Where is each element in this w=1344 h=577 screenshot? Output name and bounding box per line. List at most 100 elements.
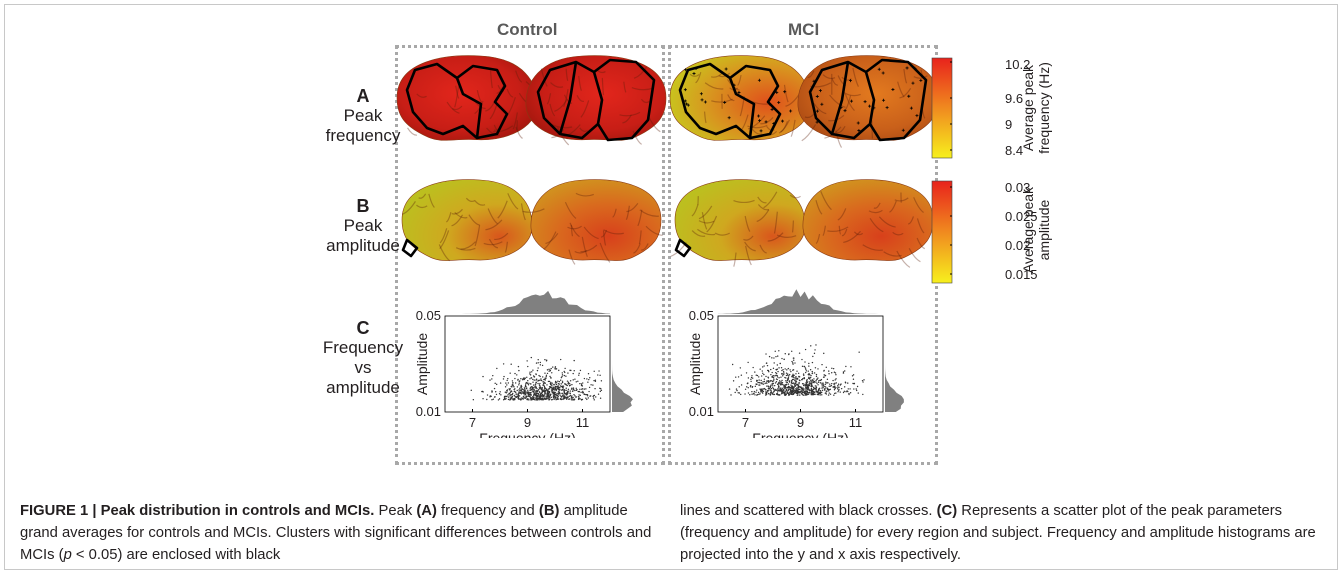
data-point (545, 360, 548, 362)
data-point (780, 389, 783, 391)
data-point (814, 387, 816, 389)
brain-sulcus (522, 208, 545, 213)
data-point (551, 372, 553, 374)
cbar2-title: Average peak amplitude (1020, 185, 1052, 275)
data-point (486, 394, 489, 396)
brain-sulcus (747, 115, 766, 130)
data-point (810, 380, 812, 383)
data-point (587, 397, 589, 399)
data-point (512, 381, 514, 384)
data-point (789, 369, 791, 371)
data-point (775, 368, 777, 371)
data-point (805, 383, 808, 385)
brain-sulcus (568, 249, 576, 265)
data-point (536, 387, 538, 390)
data-point (538, 394, 540, 396)
brain-sulcus (711, 98, 733, 103)
data-point (799, 394, 801, 396)
data-point (757, 381, 759, 384)
data-point (577, 380, 579, 382)
data-point (545, 389, 548, 391)
data-point (543, 386, 546, 389)
data-point (514, 377, 516, 380)
data-point (539, 385, 541, 387)
data-point (833, 394, 835, 396)
data-point (543, 393, 546, 395)
data-point (782, 369, 784, 371)
data-point (535, 373, 537, 375)
data-point (502, 363, 505, 365)
significance-cross (783, 90, 787, 94)
data-point (572, 396, 574, 399)
data-point (558, 390, 560, 392)
data-point (564, 396, 566, 398)
data-point (758, 379, 760, 381)
brain-sulcus (838, 225, 842, 235)
data-point (824, 385, 826, 388)
brain-sulcus (619, 111, 641, 117)
data-point (781, 381, 784, 384)
data-point (780, 381, 782, 383)
data-point (519, 398, 521, 400)
data-point (772, 388, 775, 390)
brain-sulcus (916, 237, 926, 250)
data-point (554, 366, 557, 368)
data-point (784, 368, 786, 370)
brain-sulcus (497, 200, 508, 219)
data-point (782, 384, 784, 386)
data-point (533, 399, 536, 401)
data-point (788, 386, 791, 388)
data-point (810, 376, 812, 379)
brain-sulcus (757, 196, 767, 204)
data-point (559, 394, 561, 396)
data-point (817, 384, 819, 386)
brain-sulcus (474, 100, 484, 115)
data-point (771, 383, 773, 385)
data-point (808, 372, 810, 375)
data-point (560, 376, 563, 379)
data-point (828, 373, 830, 375)
data-point (791, 380, 793, 382)
brain-sulcus (763, 191, 778, 209)
caption-text: < 0.05) are enclosed with black (71, 547, 281, 563)
data-point (539, 361, 542, 364)
data-point (831, 382, 833, 385)
data-point (495, 393, 498, 396)
data-point (586, 393, 589, 396)
colorbar-amplitude (931, 180, 953, 284)
data-point (767, 387, 770, 390)
brain-sulcus (843, 230, 861, 244)
brain-sulcus (563, 94, 573, 104)
data-point (503, 395, 506, 398)
x-tick-label: 11 (849, 415, 863, 430)
data-point (547, 398, 549, 400)
data-point (812, 392, 815, 394)
data-point (833, 389, 836, 391)
data-point (852, 382, 854, 385)
data-point (754, 394, 756, 396)
data-point (819, 394, 821, 396)
brain-sulcus (563, 124, 581, 138)
data-point (793, 376, 795, 379)
data-point (781, 379, 783, 382)
data-point (563, 389, 566, 391)
data-point (813, 380, 816, 383)
data-point (760, 389, 763, 391)
data-point (558, 391, 561, 394)
data-point (759, 389, 762, 391)
data-point (783, 372, 785, 374)
data-point (507, 398, 510, 401)
data-point (798, 376, 801, 378)
data-point (819, 392, 821, 394)
data-point (529, 378, 531, 380)
brain-sulcus (602, 230, 607, 246)
data-point (832, 379, 834, 382)
data-point (569, 392, 571, 395)
data-point (520, 386, 522, 389)
data-point (771, 357, 773, 359)
data-point (759, 368, 761, 370)
data-point (804, 390, 806, 393)
data-point (794, 383, 796, 385)
data-point (770, 387, 773, 390)
data-point (537, 367, 539, 369)
